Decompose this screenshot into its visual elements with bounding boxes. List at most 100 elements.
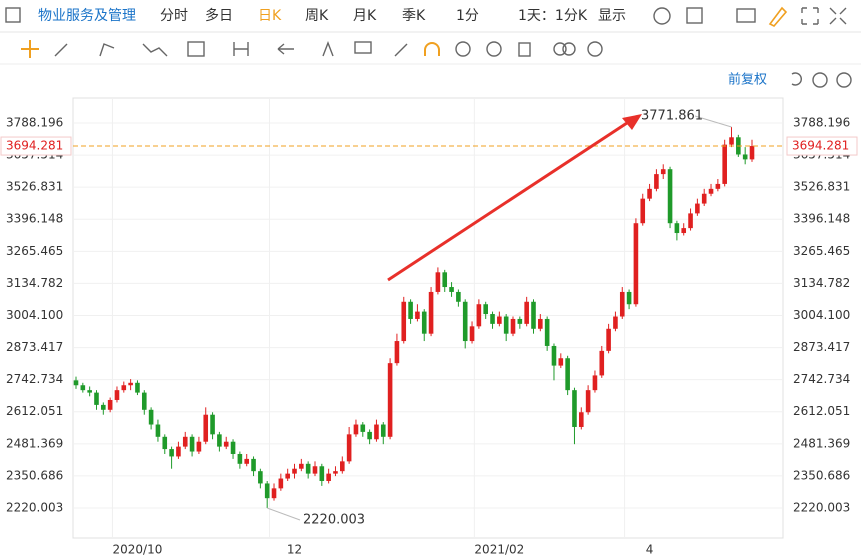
candle-body: [107, 399, 113, 410]
y-tick-label: 2873.417: [6, 340, 63, 354]
candle-body: [162, 436, 168, 450]
adjust-selector[interactable]: 前复权: [728, 72, 767, 88]
candle-body: [742, 154, 748, 160]
period-tab[interactable]: 1分: [456, 8, 479, 24]
period-tab[interactable]: 周K: [305, 8, 329, 24]
zoom-out[interactable]: [812, 72, 828, 88]
zoom-in[interactable]: [836, 72, 852, 88]
candle-body: [469, 326, 475, 342]
candle-body: [230, 441, 236, 454]
text-tool[interactable]: [322, 41, 334, 57]
candle-body: [749, 146, 755, 160]
candle-body: [176, 446, 181, 457]
delete-tool[interactable]: [518, 42, 531, 57]
last-price-label-right-box: [786, 136, 858, 156]
candle-body: [722, 144, 727, 184]
tool-settings[interactable]: [587, 41, 603, 57]
y-tick-label: 3265.465: [6, 244, 63, 258]
candle-body: [387, 363, 393, 437]
fullscreen-icon[interactable]: [801, 7, 819, 25]
menu-icon[interactable]: [5, 7, 21, 23]
last-price-label-left-box: [0, 136, 72, 156]
pen-tool[interactable]: [394, 43, 408, 57]
candle-body: [305, 463, 311, 474]
y-tick-label: 3134.782: [6, 276, 63, 290]
note-tool[interactable]: [354, 41, 372, 54]
candle-body: [101, 404, 106, 410]
wave-tool[interactable]: [142, 43, 168, 57]
period-tab[interactable]: 分时: [160, 8, 188, 24]
exit-icon[interactable]: [829, 7, 847, 25]
y-tick-label: 2220.003: [6, 500, 63, 514]
candle-body: [558, 358, 564, 366]
candle-body: [476, 304, 482, 327]
candle-body: [490, 314, 495, 324]
candle-body: [148, 409, 154, 425]
candle-body: [73, 380, 79, 386]
toolbar: [0, 0, 861, 32]
checkbox-icon[interactable]: [686, 7, 703, 24]
candle-body: [592, 375, 598, 391]
display-selector[interactable]: 显示: [598, 8, 626, 24]
last-price-label-right: 3694.281: [792, 139, 849, 153]
candle-body: [695, 203, 700, 214]
compare-tool-2: [562, 42, 576, 56]
y-tick-label-right: 2873.417: [793, 340, 850, 354]
candle-body: [237, 453, 243, 464]
candle-body: [633, 223, 639, 305]
camera-icon[interactable]: [736, 8, 756, 23]
period-tab[interactable]: 多日: [205, 7, 233, 24]
reset-icon[interactable]: [791, 72, 802, 86]
candle-body: [374, 424, 379, 440]
lock-tool[interactable]: [455, 41, 471, 57]
candle-body: [128, 382, 133, 386]
candle-body: [654, 174, 659, 189]
line-tool[interactable]: [54, 43, 68, 57]
candle-body: [394, 341, 400, 364]
candle-body: [121, 385, 127, 391]
candle-body: [531, 301, 536, 329]
y-tick-label-right: 2350.686: [793, 468, 850, 482]
period-tab[interactable]: 日K: [258, 8, 282, 24]
candle-body: [223, 441, 229, 447]
candle-body: [572, 390, 577, 427]
draw-icon[interactable]: [768, 6, 788, 27]
measure-tool[interactable]: [233, 42, 249, 56]
candle-body: [264, 483, 270, 499]
period-selector[interactable]: 1天：1分K: [518, 8, 588, 24]
period-tab[interactable]: 季K: [402, 8, 426, 24]
candle-body: [510, 318, 516, 334]
drawing-tools: [21, 40, 603, 58]
move-tool[interactable]: [21, 40, 39, 58]
y-tick-label: 3396.148: [6, 212, 63, 226]
candle-body: [647, 188, 652, 199]
magnet-tool[interactable]: [424, 42, 440, 56]
y-tick-label-right: 2220.003: [793, 500, 850, 514]
stock-name[interactable]: 物业服务及管理: [38, 8, 136, 24]
candle-body: [408, 301, 413, 319]
y-tick-label-right: 3526.831: [793, 180, 850, 194]
fib-tool[interactable]: [187, 41, 205, 57]
candle-body: [544, 318, 550, 346]
y-tick-label-right: 3788.196: [793, 115, 850, 129]
candle-body: [367, 431, 372, 440]
channel-tool[interactable]: [99, 43, 115, 57]
period-tab[interactable]: 月K: [353, 8, 377, 24]
candle-body: [421, 311, 427, 334]
settings-icon[interactable]: [653, 7, 671, 25]
high-annotation: 3771.861: [641, 109, 703, 124]
candle-body: [667, 169, 673, 224]
candle-body: [189, 436, 195, 452]
trend-arrow-head: [622, 114, 642, 130]
y-tick-label: 3004.100: [6, 308, 63, 322]
candle-body: [456, 291, 461, 302]
y-tick-label: 2612.051: [6, 404, 63, 418]
candle-body: [497, 316, 502, 324]
candle-body: [503, 316, 509, 334]
candle-body: [660, 169, 666, 175]
candle-body: [729, 137, 734, 145]
compare-tool[interactable]: [553, 42, 567, 56]
arrow-tool[interactable]: [277, 43, 294, 55]
hide-tool[interactable]: [486, 41, 502, 57]
